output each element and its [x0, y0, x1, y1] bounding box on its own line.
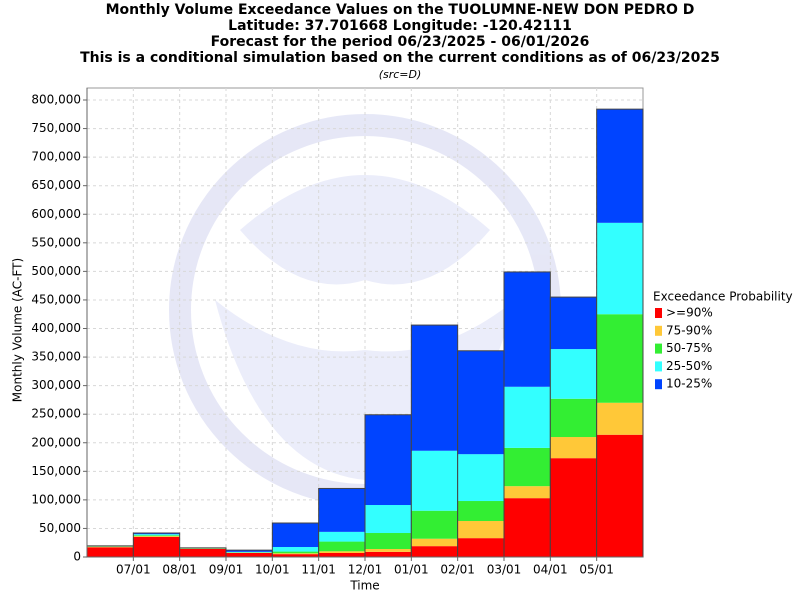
- bar-segment: [411, 325, 458, 451]
- x-tick-label: 08/01: [162, 563, 197, 577]
- x-tick-label: 04/01: [533, 563, 568, 577]
- legend-label: 75-90%: [666, 323, 712, 337]
- bar-segment: [133, 534, 180, 536]
- subtitle: Latitude: 37.701668 Longitude: -120.4211…: [228, 18, 572, 34]
- bar-segment: [411, 510, 458, 539]
- bar-segment: [550, 398, 597, 438]
- bar-segment: [457, 538, 504, 557]
- x-tick-label: 05/01: [579, 563, 614, 577]
- bar-segment: [596, 314, 643, 403]
- bar-segment: [504, 386, 551, 448]
- bar-segment: [504, 498, 551, 557]
- bar-segment: [504, 447, 551, 487]
- bar-segment: [457, 454, 504, 502]
- y-tick-label: 450,000: [31, 292, 81, 306]
- bar-segment: [504, 486, 551, 499]
- y-tick-label: 550,000: [31, 235, 81, 249]
- bar-segment: [365, 505, 412, 534]
- x-tick-label: 07/01: [116, 563, 151, 577]
- bar-segment: [318, 541, 365, 552]
- bar-segment: [550, 349, 597, 399]
- bar-segment: [272, 551, 319, 554]
- legend-label: 25-50%: [666, 359, 712, 373]
- bar-segment: [87, 547, 134, 557]
- subtitle: This is a conditional simulation based o…: [80, 50, 720, 66]
- legend-swatch: [655, 361, 662, 372]
- bar-segment: [411, 546, 458, 557]
- x-tick-label: 12/01: [348, 563, 383, 577]
- x-tick-label: 02/01: [440, 563, 475, 577]
- chart-title: Monthly Volume Exceedance Values on the …: [106, 2, 695, 18]
- bar-segment: [318, 488, 365, 532]
- bar-segment: [596, 434, 643, 557]
- bar-segment: [226, 550, 273, 552]
- bar-segment: [411, 450, 458, 511]
- bar-segment: [596, 222, 643, 315]
- bar-segment: [133, 537, 180, 557]
- y-tick-label: 500,000: [31, 264, 81, 278]
- y-tick-label: 400,000: [31, 321, 81, 335]
- y-tick-label: 0: [73, 550, 81, 564]
- bar-segment: [87, 546, 134, 548]
- bar-segment: [457, 521, 504, 539]
- bar-segment: [411, 538, 458, 547]
- bar-segment: [550, 297, 597, 350]
- y-tick-label: 250,000: [31, 407, 81, 421]
- bar-segment: [318, 553, 365, 557]
- bar-segment: [504, 271, 551, 387]
- bar-segment: [133, 533, 180, 535]
- bar-segment: [133, 535, 180, 537]
- x-tick-label: 03/01: [487, 563, 522, 577]
- y-tick-label: 300,000: [31, 378, 81, 392]
- x-axis-label: Time: [349, 579, 379, 593]
- y-tick-label: 100,000: [31, 492, 81, 506]
- legend-swatch: [655, 343, 662, 354]
- bar-segment: [226, 553, 273, 557]
- bar-segment: [318, 531, 365, 542]
- bar-segment: [365, 549, 412, 552]
- legend-label: >=90%: [666, 306, 713, 320]
- bar-segment: [272, 523, 319, 548]
- bar-segment: [133, 536, 180, 538]
- legend-swatch: [655, 325, 662, 336]
- y-tick-label: 800,000: [31, 93, 81, 107]
- bar-segment: [550, 458, 597, 557]
- bar-segment: [272, 553, 319, 555]
- y-axis-label: Monthly Volume (AC-FT): [11, 258, 25, 402]
- x-tick-label: 01/01: [394, 563, 429, 577]
- y-tick-label: 50,000: [39, 521, 81, 535]
- bar-segment: [596, 402, 643, 435]
- bar-segment: [272, 547, 319, 552]
- watermark-bird: [240, 175, 490, 285]
- bar-segment: [550, 437, 597, 459]
- y-tick-label: 700,000: [31, 150, 81, 164]
- bar-segment: [457, 350, 504, 455]
- bar-segment: [179, 549, 226, 557]
- bar-segment: [596, 109, 643, 223]
- subtitle: Forecast for the period 06/23/2025 - 06/…: [211, 34, 590, 50]
- x-tick-label: 09/01: [209, 563, 244, 577]
- y-tick-label: 600,000: [31, 207, 81, 221]
- bar-segment: [318, 551, 365, 554]
- bar-segment: [365, 551, 412, 557]
- legend-label: 50-75%: [666, 341, 712, 355]
- legend-swatch: [655, 379, 662, 390]
- y-tick-label: 150,000: [31, 464, 81, 478]
- y-tick-label: 650,000: [31, 178, 81, 192]
- y-tick-label: 350,000: [31, 350, 81, 364]
- bar-segment: [272, 554, 319, 557]
- bar-segment: [226, 551, 273, 553]
- bar-segment: [365, 414, 412, 506]
- source-note: (src=D): [379, 68, 422, 81]
- x-tick-label: 10/01: [255, 563, 290, 577]
- bar-segment: [365, 533, 412, 550]
- y-tick-label: 200,000: [31, 435, 81, 449]
- legend-title: Exceedance Probability: [653, 290, 793, 304]
- legend-swatch: [655, 308, 662, 318]
- legend-label: 10-25%: [666, 377, 712, 391]
- x-tick-label: 11/01: [301, 563, 336, 577]
- y-tick-label: 750,000: [31, 121, 81, 135]
- bar-segment: [457, 501, 504, 522]
